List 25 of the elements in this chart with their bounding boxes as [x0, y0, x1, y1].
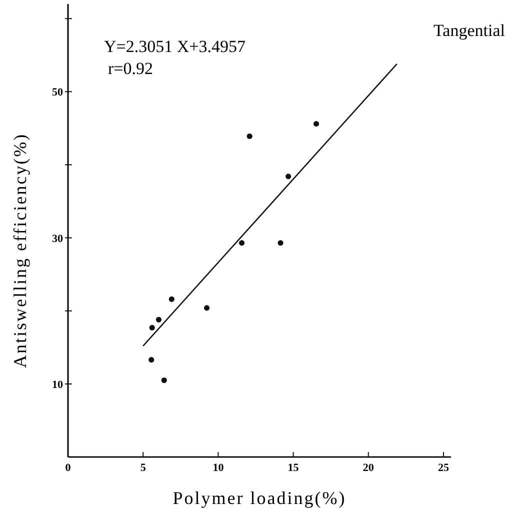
y-tick-label: 50 — [52, 86, 64, 99]
point — [148, 357, 154, 363]
y-tick-label: 10 — [52, 378, 64, 391]
y-tick-label: 30 — [52, 232, 64, 245]
x-tick-label: 0 — [65, 462, 72, 474]
point — [204, 305, 210, 311]
x-tick-label: 15 — [288, 462, 300, 474]
point — [168, 296, 174, 302]
point — [149, 324, 155, 330]
point — [246, 133, 252, 140]
point — [286, 174, 292, 180]
point — [278, 240, 284, 246]
point — [313, 121, 320, 127]
y-axis-title: Antiswelling efficiency(%) — [10, 132, 30, 368]
point — [156, 316, 162, 322]
point — [238, 240, 245, 246]
annotation: Tangential — [433, 21, 506, 40]
x-tick-label: 20 — [362, 462, 374, 474]
annotation: r=0.92 — [108, 59, 153, 78]
x-axis-title: Polymer loading(%) — [172, 488, 346, 508]
point — [161, 377, 167, 384]
annotation: Y=2.3051 X+3.4957 — [104, 37, 246, 56]
x-tick-label: 5 — [140, 462, 146, 474]
x-tick-label: 25 — [438, 462, 450, 474]
x-tick-label: 10 — [212, 462, 224, 474]
